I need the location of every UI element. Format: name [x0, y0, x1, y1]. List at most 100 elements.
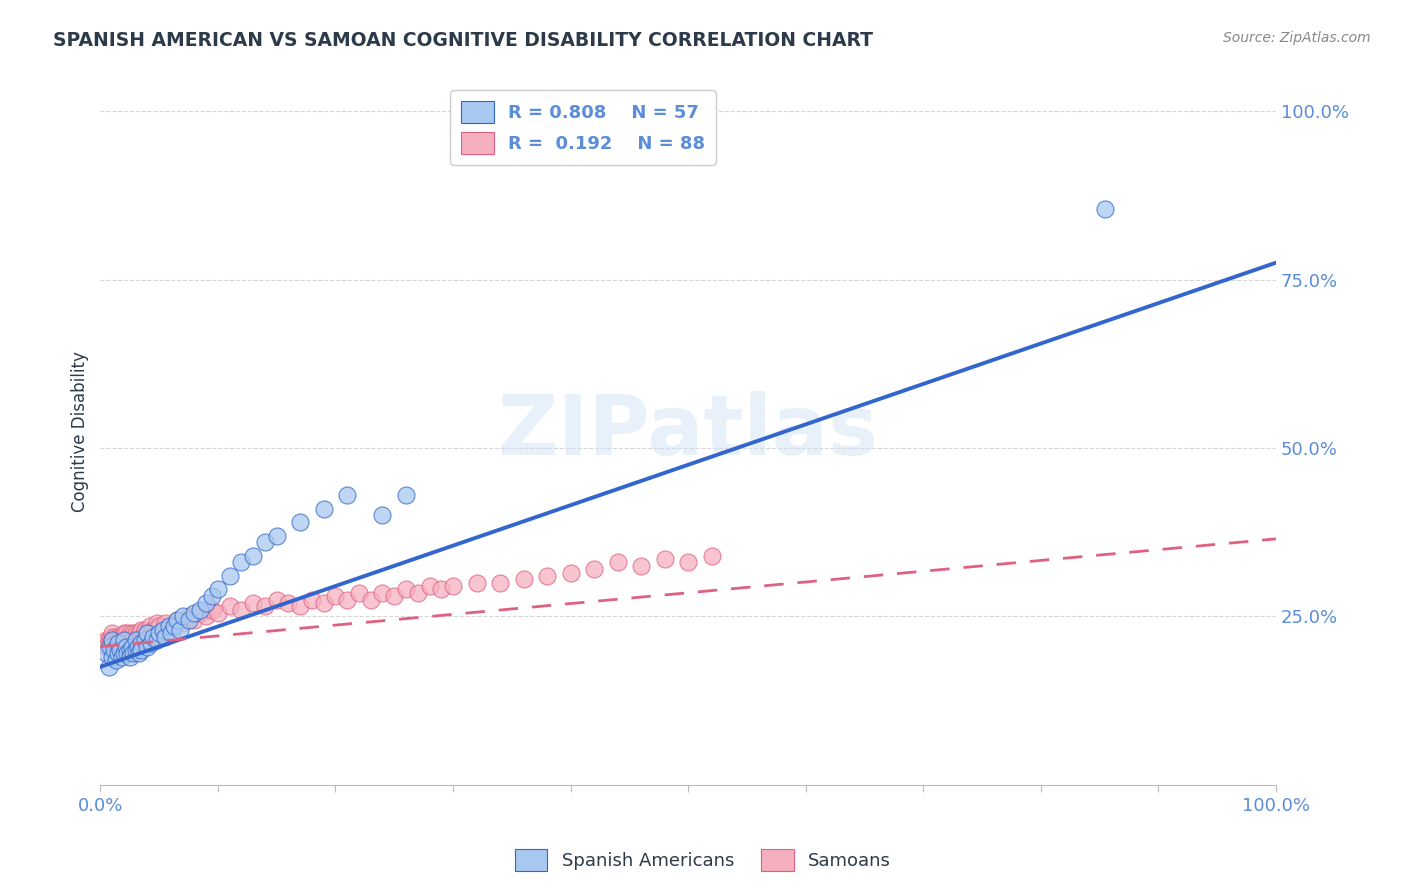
Point: [177, 613, 200, 627]
Point: [111, 630, 134, 644]
Point: [128, 626, 150, 640]
Point: [371, 586, 394, 600]
Point: [253, 535, 276, 549]
Point: [183, 606, 205, 620]
Point: [266, 592, 288, 607]
Point: [207, 582, 229, 597]
Point: [347, 586, 370, 600]
Point: [117, 630, 139, 644]
Point: [166, 613, 188, 627]
Point: [382, 589, 405, 603]
Point: [142, 630, 165, 644]
Point: [101, 632, 124, 647]
Point: [560, 566, 582, 580]
Point: [301, 592, 323, 607]
Point: [188, 602, 211, 616]
Point: [128, 647, 150, 661]
Point: [512, 572, 534, 586]
Point: [107, 647, 129, 661]
Point: [104, 632, 127, 647]
Point: [188, 606, 211, 620]
Point: [131, 630, 153, 644]
Point: [371, 508, 394, 523]
Point: [122, 647, 145, 661]
Point: [312, 596, 335, 610]
Point: [325, 589, 347, 603]
Point: [97, 632, 120, 647]
Point: [98, 636, 121, 650]
Point: [97, 660, 120, 674]
Point: [118, 649, 141, 664]
Point: [169, 623, 191, 637]
Point: [183, 613, 205, 627]
Point: [266, 528, 288, 542]
Point: [418, 579, 440, 593]
Point: [118, 632, 141, 647]
Point: [395, 582, 418, 597]
Point: [112, 626, 135, 640]
Point: [110, 649, 132, 664]
Point: [134, 632, 156, 647]
Point: [242, 549, 264, 563]
Point: [676, 556, 699, 570]
Point: [583, 562, 606, 576]
Point: [536, 569, 558, 583]
Text: Source: ZipAtlas.com: Source: ZipAtlas.com: [1223, 31, 1371, 45]
Point: [117, 647, 139, 661]
Point: [110, 632, 132, 647]
Y-axis label: Cognitive Disability: Cognitive Disability: [72, 351, 89, 511]
Point: [124, 643, 146, 657]
Point: [146, 632, 169, 647]
Point: [96, 632, 118, 647]
Point: [336, 592, 359, 607]
Point: [290, 515, 312, 529]
Point: [103, 630, 125, 644]
Point: [110, 636, 132, 650]
Point: [131, 623, 153, 637]
Point: [121, 630, 143, 644]
Point: [101, 649, 124, 664]
Point: [107, 636, 129, 650]
Point: [489, 575, 512, 590]
Point: [107, 636, 129, 650]
Point: [105, 640, 128, 654]
Point: [177, 609, 200, 624]
Point: [207, 606, 229, 620]
Point: [112, 636, 135, 650]
Point: [142, 623, 165, 637]
Point: [104, 653, 127, 667]
Point: [124, 632, 146, 647]
Point: [166, 613, 188, 627]
Point: [115, 632, 138, 647]
Point: [218, 569, 240, 583]
Point: [395, 488, 418, 502]
Point: [120, 632, 142, 647]
Point: [441, 579, 464, 593]
Point: [93, 636, 115, 650]
Point: [136, 640, 159, 654]
Point: [148, 619, 170, 633]
Point: [160, 619, 183, 633]
Point: [96, 647, 118, 661]
Point: [139, 636, 162, 650]
Point: [101, 632, 124, 647]
Point: [153, 630, 176, 644]
Point: [406, 586, 429, 600]
Point: [115, 640, 138, 654]
Point: [112, 632, 135, 647]
Point: [700, 549, 723, 563]
Point: [277, 596, 299, 610]
Point: [103, 643, 125, 657]
Point: [172, 609, 194, 624]
Point: [231, 556, 253, 570]
Point: [630, 558, 652, 573]
Point: [231, 602, 253, 616]
Point: [115, 626, 138, 640]
Point: [138, 619, 160, 633]
Point: [131, 643, 153, 657]
Point: [112, 632, 135, 647]
Point: [312, 501, 335, 516]
Point: [112, 647, 135, 661]
Point: [108, 632, 131, 647]
Point: [242, 596, 264, 610]
